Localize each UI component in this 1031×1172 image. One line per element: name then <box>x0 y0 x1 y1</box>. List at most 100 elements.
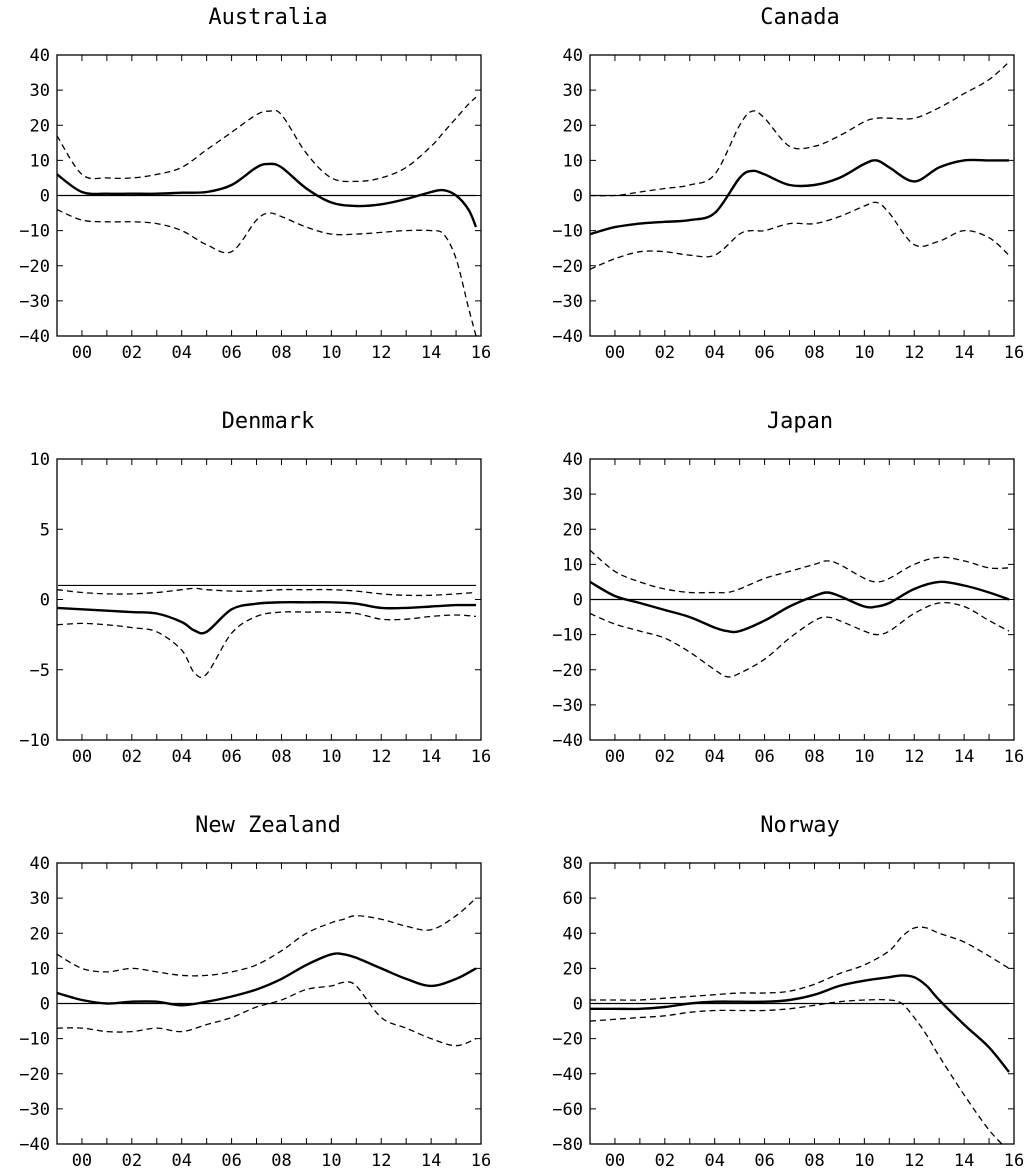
x-tick-label: 10 <box>321 1151 341 1171</box>
series-group <box>57 96 478 336</box>
lower-band-line <box>590 601 1010 678</box>
panel-title: Denmark <box>222 409 315 434</box>
y-tick-label: −30 <box>552 292 583 312</box>
plot-frame <box>56 458 482 741</box>
x-tick-label: 00 <box>605 1151 625 1171</box>
y-tick-label: 40 <box>563 450 583 470</box>
panel-denmark: Denmark 10 5 0 −5 −10 00 02 04 06 08 10 12 14 16 <box>19 409 491 767</box>
y-tick-label: −40 <box>552 1065 583 1085</box>
series-group <box>590 926 1010 1144</box>
x-tick-label: 14 <box>954 1151 974 1171</box>
estimate-line <box>57 601 477 635</box>
x-tick-label: 12 <box>904 1151 924 1171</box>
x-tick-label: 06 <box>221 343 241 363</box>
x-tick-label: 02 <box>122 343 142 363</box>
y-tick-label: 5 <box>40 520 50 540</box>
y-tick-label: 0 <box>40 591 50 611</box>
y-tick-label: −10 <box>19 1030 50 1050</box>
y-tick-label: 30 <box>563 485 583 505</box>
x-tick-label: 10 <box>321 747 341 767</box>
y-tick-label: 10 <box>30 959 50 979</box>
upper-band-line <box>590 926 1010 1001</box>
panel-title: Japan <box>767 409 833 434</box>
y-tick-label: 10 <box>563 151 583 171</box>
y-tick-label: −40 <box>552 731 583 751</box>
y-tick-label: −40 <box>19 1135 50 1155</box>
x-tick-label: 16 <box>1004 747 1024 767</box>
y-tick-label: −30 <box>19 1100 50 1120</box>
x-tick-label: 14 <box>421 343 441 363</box>
upper-band-line <box>57 96 477 183</box>
estimate-line <box>590 580 1010 634</box>
y-tick-label: −5 <box>30 661 50 681</box>
series-group <box>590 549 1010 678</box>
y-tick-label: −20 <box>552 1030 583 1050</box>
y-tick-label: −20 <box>19 257 50 277</box>
y-tick-label: −40 <box>552 327 583 347</box>
x-tick-label: 12 <box>904 343 924 363</box>
y-tick-label: −30 <box>19 292 50 312</box>
y-tick-label: 0 <box>573 995 583 1015</box>
lower-band-line <box>590 999 1003 1144</box>
y-tick-label: 0 <box>573 187 583 207</box>
upper-band-line <box>590 549 1010 594</box>
x-tick-label: 02 <box>655 747 675 767</box>
x-tick-label: 02 <box>655 343 675 363</box>
panel-australia: Australia 40 30 20 10 0 −10 −20 −30 −40 00 02 04 06 0… <box>19 5 491 363</box>
x-tick-label: 08 <box>271 1151 291 1171</box>
upper-band-line <box>590 61 1010 197</box>
lower-band-line <box>57 208 477 336</box>
y-tick-label: 20 <box>563 520 583 540</box>
plot-area: 40 30 20 10 0 −10 −20 −30 −40 00 02 04 06 08 10 12 14 16 <box>19 854 491 1171</box>
x-tick-label: 08 <box>804 747 824 767</box>
x-tick-label: 16 <box>471 343 491 363</box>
x-tick-label: 08 <box>804 1151 824 1171</box>
estimate-line <box>590 158 1009 236</box>
x-tick-label: 10 <box>854 343 874 363</box>
x-tick-label: 16 <box>1004 343 1024 363</box>
x-tick-label: 08 <box>271 343 291 363</box>
x-tick-label: 12 <box>904 747 924 767</box>
panel-japan: Japan 40 30 20 10 0 −10 −20 −30 −40 00 02 04 06 08 10 1… <box>552 409 1024 767</box>
x-tick-label: 14 <box>421 1151 441 1171</box>
panel-canada: Canada 40 30 20 10 0 −10 −20 −30 −40 00 02 04 06 08 10… <box>552 5 1024 363</box>
y-tick-label: −10 <box>19 222 50 242</box>
y-tick-label: 0 <box>40 995 50 1015</box>
x-tick-label: 00 <box>72 343 92 363</box>
y-tick-label: −40 <box>19 327 50 347</box>
x-tick-label: 00 <box>605 343 625 363</box>
y-tick-label: 20 <box>30 924 50 944</box>
x-tick-label: 06 <box>754 343 774 363</box>
series-group <box>590 61 1010 270</box>
y-tick-label: −80 <box>552 1135 583 1155</box>
x-tick-label: 00 <box>72 1151 92 1171</box>
y-tick-label: 0 <box>40 187 50 207</box>
x-tick-label: 10 <box>854 1151 874 1171</box>
estimate-line <box>590 974 1010 1073</box>
series-group <box>57 587 477 679</box>
x-tick-label: 12 <box>371 1151 391 1171</box>
x-tick-label: 06 <box>754 747 774 767</box>
y-tick-label: −20 <box>19 1065 50 1085</box>
y-tick-label: 0 <box>573 591 583 611</box>
x-tick-label: 02 <box>655 1151 675 1171</box>
estimate-line <box>57 162 478 228</box>
x-tick-label: 10 <box>321 343 341 363</box>
y-tick-label: −10 <box>552 222 583 242</box>
panel-title: Australia <box>208 5 327 30</box>
y-tick-label: 60 <box>563 889 583 909</box>
y-tick-label: 80 <box>563 854 583 874</box>
x-tick-label: 16 <box>471 1151 491 1171</box>
y-tick-label: −20 <box>552 257 583 277</box>
plot-area: 40 30 20 10 0 −10 −20 −30 −40 00 02 04 06 08 10 12 14 16 <box>19 46 491 363</box>
x-tick-label: 02 <box>122 1151 142 1171</box>
x-tick-label: 02 <box>122 747 142 767</box>
x-tick-label: 14 <box>954 343 974 363</box>
y-tick-label: 10 <box>563 555 583 575</box>
x-tick-label: 10 <box>854 747 874 767</box>
x-tick-label: 16 <box>1004 1151 1024 1171</box>
y-tick-label: −30 <box>552 696 583 716</box>
x-tick-label: 12 <box>371 343 391 363</box>
y-tick-label: 10 <box>30 151 50 171</box>
